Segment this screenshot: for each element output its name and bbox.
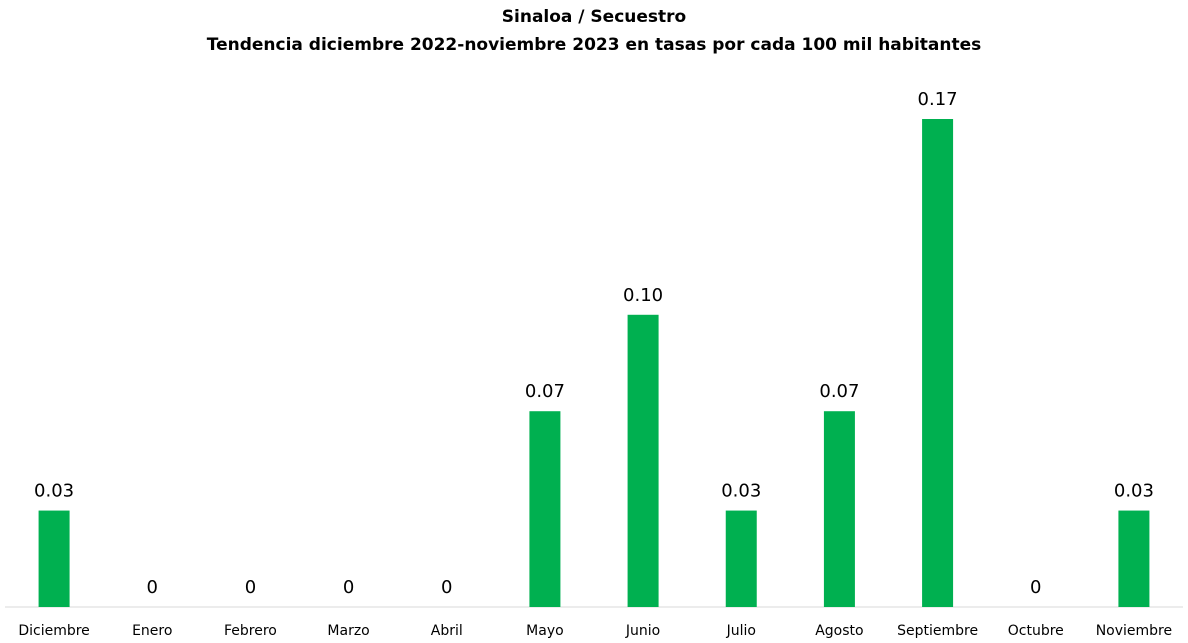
value-label: 0.17 xyxy=(918,89,958,110)
value-label: 0.03 xyxy=(721,481,761,502)
value-label: 0 xyxy=(441,577,452,598)
bar xyxy=(725,510,757,607)
x-tick-label: Septiembre xyxy=(897,623,978,639)
bar xyxy=(529,411,561,607)
value-label: 0.10 xyxy=(623,285,663,306)
bar xyxy=(627,314,659,607)
value-label: 0.07 xyxy=(525,381,565,402)
bar xyxy=(1118,510,1150,607)
chart-subtitle: Tendencia diciembre 2022-noviembre 2023 … xyxy=(207,35,982,55)
bar xyxy=(922,119,954,607)
x-tick-label: Noviembre xyxy=(1096,623,1172,639)
chart-title: Sinaloa / Secuestro xyxy=(502,7,686,27)
x-tick-label: Agosto xyxy=(815,623,863,639)
bar xyxy=(823,411,855,607)
x-tick-label: Enero xyxy=(132,623,172,639)
value-label: 0.03 xyxy=(34,481,74,502)
x-tick-label: Junio xyxy=(625,623,660,639)
x-tick-label: Marzo xyxy=(327,623,369,639)
value-label: 0 xyxy=(245,577,256,598)
value-label: 0 xyxy=(1030,577,1041,598)
value-label: 0 xyxy=(147,577,158,598)
value-label: 0 xyxy=(343,577,354,598)
x-tick-label: Octubre xyxy=(1008,623,1064,639)
bar xyxy=(38,510,70,607)
value-label: 0.07 xyxy=(819,381,859,402)
x-tick-label: Mayo xyxy=(526,623,564,639)
x-tick-label: Febrero xyxy=(224,623,277,639)
x-tick-label: Julio xyxy=(726,623,756,639)
x-tick-label: Diciembre xyxy=(18,623,89,639)
value-label: 0.03 xyxy=(1114,481,1154,502)
x-tick-label: Abril xyxy=(431,623,463,639)
